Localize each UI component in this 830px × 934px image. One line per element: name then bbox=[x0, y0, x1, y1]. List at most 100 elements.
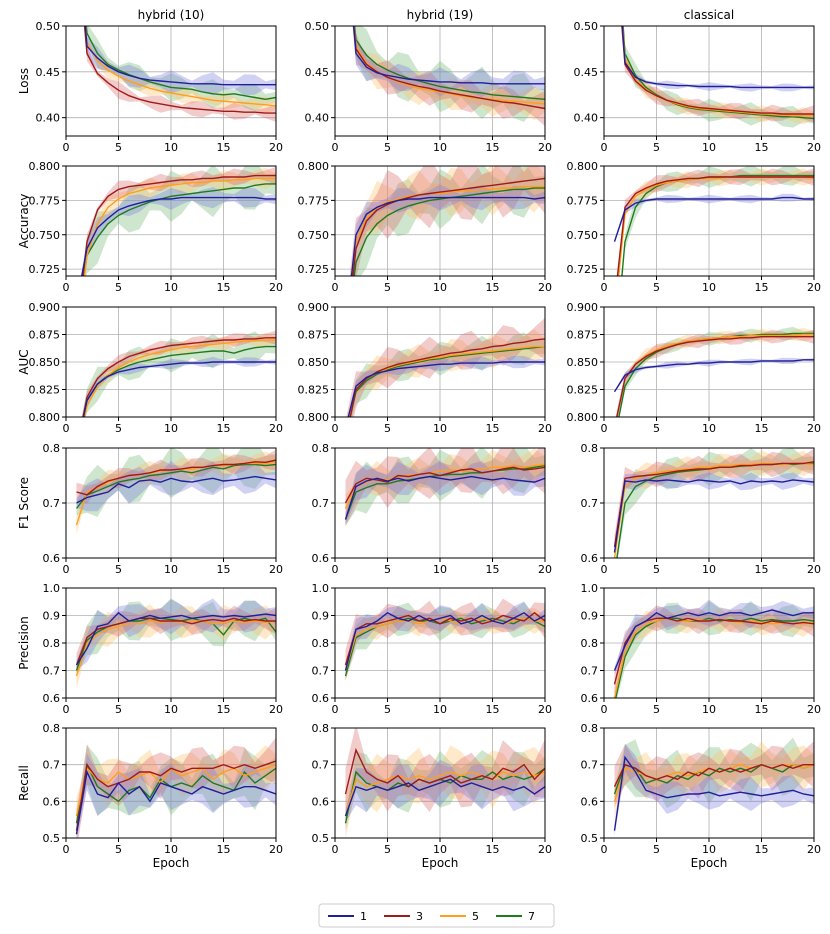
x-tick-label: 20 bbox=[269, 422, 283, 435]
y-tick-label: 0.6 bbox=[581, 795, 599, 808]
plot-area bbox=[344, 728, 545, 838]
y-tick-label: 0.6 bbox=[312, 795, 330, 808]
subplot: 0 5 10 15 20 0.40 0.45 0.50 Loss bbox=[17, 20, 283, 154]
series-1-line bbox=[344, 778, 545, 817]
x-tick-label: 5 bbox=[384, 141, 391, 154]
x-tick-label: 20 bbox=[269, 281, 283, 294]
x-tick-label: 0 bbox=[63, 422, 70, 435]
y-tick-label: 0.8 bbox=[312, 637, 330, 650]
y-tick-label: 0.800 bbox=[298, 160, 330, 173]
series-7-band bbox=[81, 331, 276, 417]
y-tick-label: 0.800 bbox=[29, 411, 61, 424]
series-3-band bbox=[81, 330, 276, 417]
y-tick-label: 0.7 bbox=[312, 497, 330, 510]
series-3-line bbox=[344, 747, 545, 795]
series-1-line bbox=[75, 769, 276, 835]
x-tick-label: 15 bbox=[217, 281, 231, 294]
y-tick-label: 0.900 bbox=[298, 301, 330, 314]
y-tick-label: 0.875 bbox=[29, 329, 61, 342]
plot-area bbox=[75, 737, 276, 838]
y-tick-label: 0.50 bbox=[574, 20, 599, 33]
x-tick-label: 15 bbox=[486, 281, 500, 294]
x-tick-label: 10 bbox=[433, 281, 447, 294]
y-tick-label: 0.40 bbox=[305, 112, 330, 125]
x-tick-label: 10 bbox=[702, 281, 716, 294]
series-1-line bbox=[75, 611, 276, 666]
x-tick-label: 15 bbox=[486, 703, 500, 716]
series-3-line bbox=[621, 26, 814, 115]
plot-area bbox=[613, 448, 814, 558]
y-tick-label: 0.6 bbox=[43, 795, 61, 808]
x-tick-label: 20 bbox=[807, 141, 821, 154]
series-1-band bbox=[614, 471, 814, 555]
series-1-band bbox=[350, 184, 545, 276]
series-5-band bbox=[614, 741, 814, 820]
series-3-band bbox=[76, 737, 276, 838]
x-tick-label: 0 bbox=[63, 563, 70, 576]
x-tick-label: 5 bbox=[653, 563, 660, 576]
y-tick-label: 0.7 bbox=[581, 497, 599, 510]
x-tick-label: 0 bbox=[332, 281, 339, 294]
y-tick-label: 0.40 bbox=[574, 112, 599, 125]
y-tick-label: 0.5 bbox=[581, 832, 599, 845]
y-tick-label: 0.800 bbox=[567, 411, 599, 424]
x-tick-label: 15 bbox=[755, 281, 769, 294]
y-tick-label: 1.0 bbox=[581, 582, 599, 595]
x-tick-label: 20 bbox=[807, 563, 821, 576]
series-5-line bbox=[84, 339, 276, 417]
y-tick-label: 0.800 bbox=[29, 160, 61, 173]
legend-box bbox=[318, 903, 555, 928]
series-1-band bbox=[76, 753, 276, 838]
series-5-band bbox=[345, 745, 545, 838]
y-axis-label: Precision bbox=[17, 616, 31, 670]
y-tick-label: 0.7 bbox=[43, 759, 61, 772]
series-3-line bbox=[352, 177, 545, 276]
x-tick-label: 15 bbox=[755, 703, 769, 716]
series-1-line bbox=[84, 26, 276, 86]
plot-area bbox=[349, 166, 545, 276]
series-5-line bbox=[344, 771, 545, 817]
x-tick-label: 20 bbox=[538, 563, 552, 576]
y-tick-label: 0.50 bbox=[305, 20, 330, 33]
series-5-band bbox=[618, 168, 814, 276]
legend-label: 3 bbox=[416, 910, 423, 923]
series-5-band bbox=[76, 745, 276, 835]
y-tick-label: 0.775 bbox=[298, 194, 330, 207]
series-1-line bbox=[613, 755, 814, 831]
y-tick-label: 0.50 bbox=[36, 20, 61, 33]
series-1-line bbox=[344, 475, 545, 520]
series-1-line bbox=[613, 609, 814, 671]
subplot: 0 5 10 15 20 0.6 0.7 0.8 0.9 1.0 bbox=[312, 582, 553, 716]
x-tick-label: 20 bbox=[807, 703, 821, 716]
x-tick-label: 10 bbox=[702, 422, 716, 435]
subplot: 0 5 10 15 20 0.6 0.7 0.8 0.9 1.0 Precision bbox=[17, 582, 283, 716]
legend: 1 3 5 7 bbox=[318, 903, 555, 928]
series-7-band bbox=[353, 26, 545, 122]
y-axis-label: Loss bbox=[17, 68, 31, 94]
series-5-band bbox=[76, 451, 276, 535]
series-1-band bbox=[82, 356, 276, 417]
series-3-line bbox=[613, 461, 814, 548]
y-tick-label: 0.9 bbox=[312, 610, 330, 623]
x-tick-label: 5 bbox=[115, 141, 122, 154]
x-tick-label: 0 bbox=[332, 141, 339, 154]
series-7-line bbox=[613, 763, 814, 795]
series-1-band bbox=[84, 26, 276, 96]
series-7-band bbox=[76, 598, 276, 676]
x-tick-label: 5 bbox=[653, 281, 660, 294]
y-tick-label: 1.0 bbox=[43, 582, 61, 595]
y-tick-label: 0.775 bbox=[567, 194, 599, 207]
x-tick-label: 15 bbox=[217, 563, 231, 576]
y-tick-label: 0.725 bbox=[298, 263, 330, 276]
y-tick-label: 0.6 bbox=[581, 692, 599, 705]
series-1-band bbox=[352, 26, 545, 97]
x-tick-label: 5 bbox=[384, 563, 391, 576]
y-tick-label: 0.725 bbox=[567, 263, 599, 276]
x-tick-label: 15 bbox=[755, 141, 769, 154]
series-1-band bbox=[345, 759, 545, 823]
series-1-line bbox=[352, 26, 545, 85]
x-tick-label: 10 bbox=[702, 703, 716, 716]
y-tick-label: 0.7 bbox=[312, 759, 330, 772]
series-7-band bbox=[348, 332, 545, 417]
y-tick-label: 0.900 bbox=[29, 301, 61, 314]
